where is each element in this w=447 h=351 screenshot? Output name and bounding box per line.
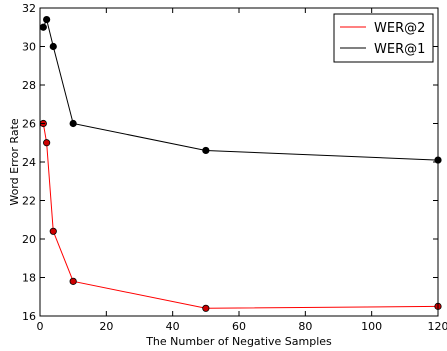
tick-layer: 0 20 40 60 80 100 120 16 18 20 22 24 26 28 30 32 bbox=[22, 2, 447, 333]
y-tick-label: 26 bbox=[22, 118, 36, 131]
legend-box bbox=[333, 13, 434, 63]
y-tick-label: 28 bbox=[22, 79, 36, 92]
data-point-wer2 bbox=[69, 277, 77, 285]
y-tick-label: 18 bbox=[22, 272, 36, 285]
y-tick-label: 24 bbox=[22, 156, 36, 169]
x-tick-label: 80 bbox=[298, 320, 312, 333]
x-axis-label: The Number of Negative Samples bbox=[145, 335, 332, 348]
x-tick-label: 60 bbox=[232, 320, 246, 333]
legend-label-wer2: WER@2 bbox=[374, 21, 425, 36]
data-point-wer2 bbox=[202, 304, 210, 312]
y-tick-label: 22 bbox=[22, 195, 36, 208]
data-point-wer2 bbox=[43, 139, 51, 147]
y-tick-label: 30 bbox=[22, 41, 36, 54]
x-tick-label: 120 bbox=[428, 320, 447, 333]
data-point-wer1 bbox=[69, 119, 77, 128]
data-point-wer1 bbox=[49, 42, 57, 51]
data-point-wer1 bbox=[43, 15, 51, 24]
y-tick-label: 32 bbox=[22, 2, 36, 15]
x-tick-label: 20 bbox=[99, 320, 113, 333]
y-axis-label: Word Error Rate bbox=[8, 118, 21, 206]
legend: WER@2 WER@1 bbox=[333, 13, 434, 63]
legend-label-wer1: WER@1 bbox=[374, 42, 425, 57]
x-tick-label: 40 bbox=[166, 320, 180, 333]
data-point-wer1 bbox=[202, 146, 210, 155]
y-tick-label: 20 bbox=[22, 233, 36, 246]
series-layer bbox=[39, 15, 442, 312]
x-tick-label: 0 bbox=[37, 320, 44, 333]
y-tick-label: 16 bbox=[22, 310, 36, 323]
data-point-wer1 bbox=[39, 23, 47, 31]
data-point-wer2 bbox=[49, 227, 57, 235]
x-tick-label: 100 bbox=[361, 320, 382, 333]
